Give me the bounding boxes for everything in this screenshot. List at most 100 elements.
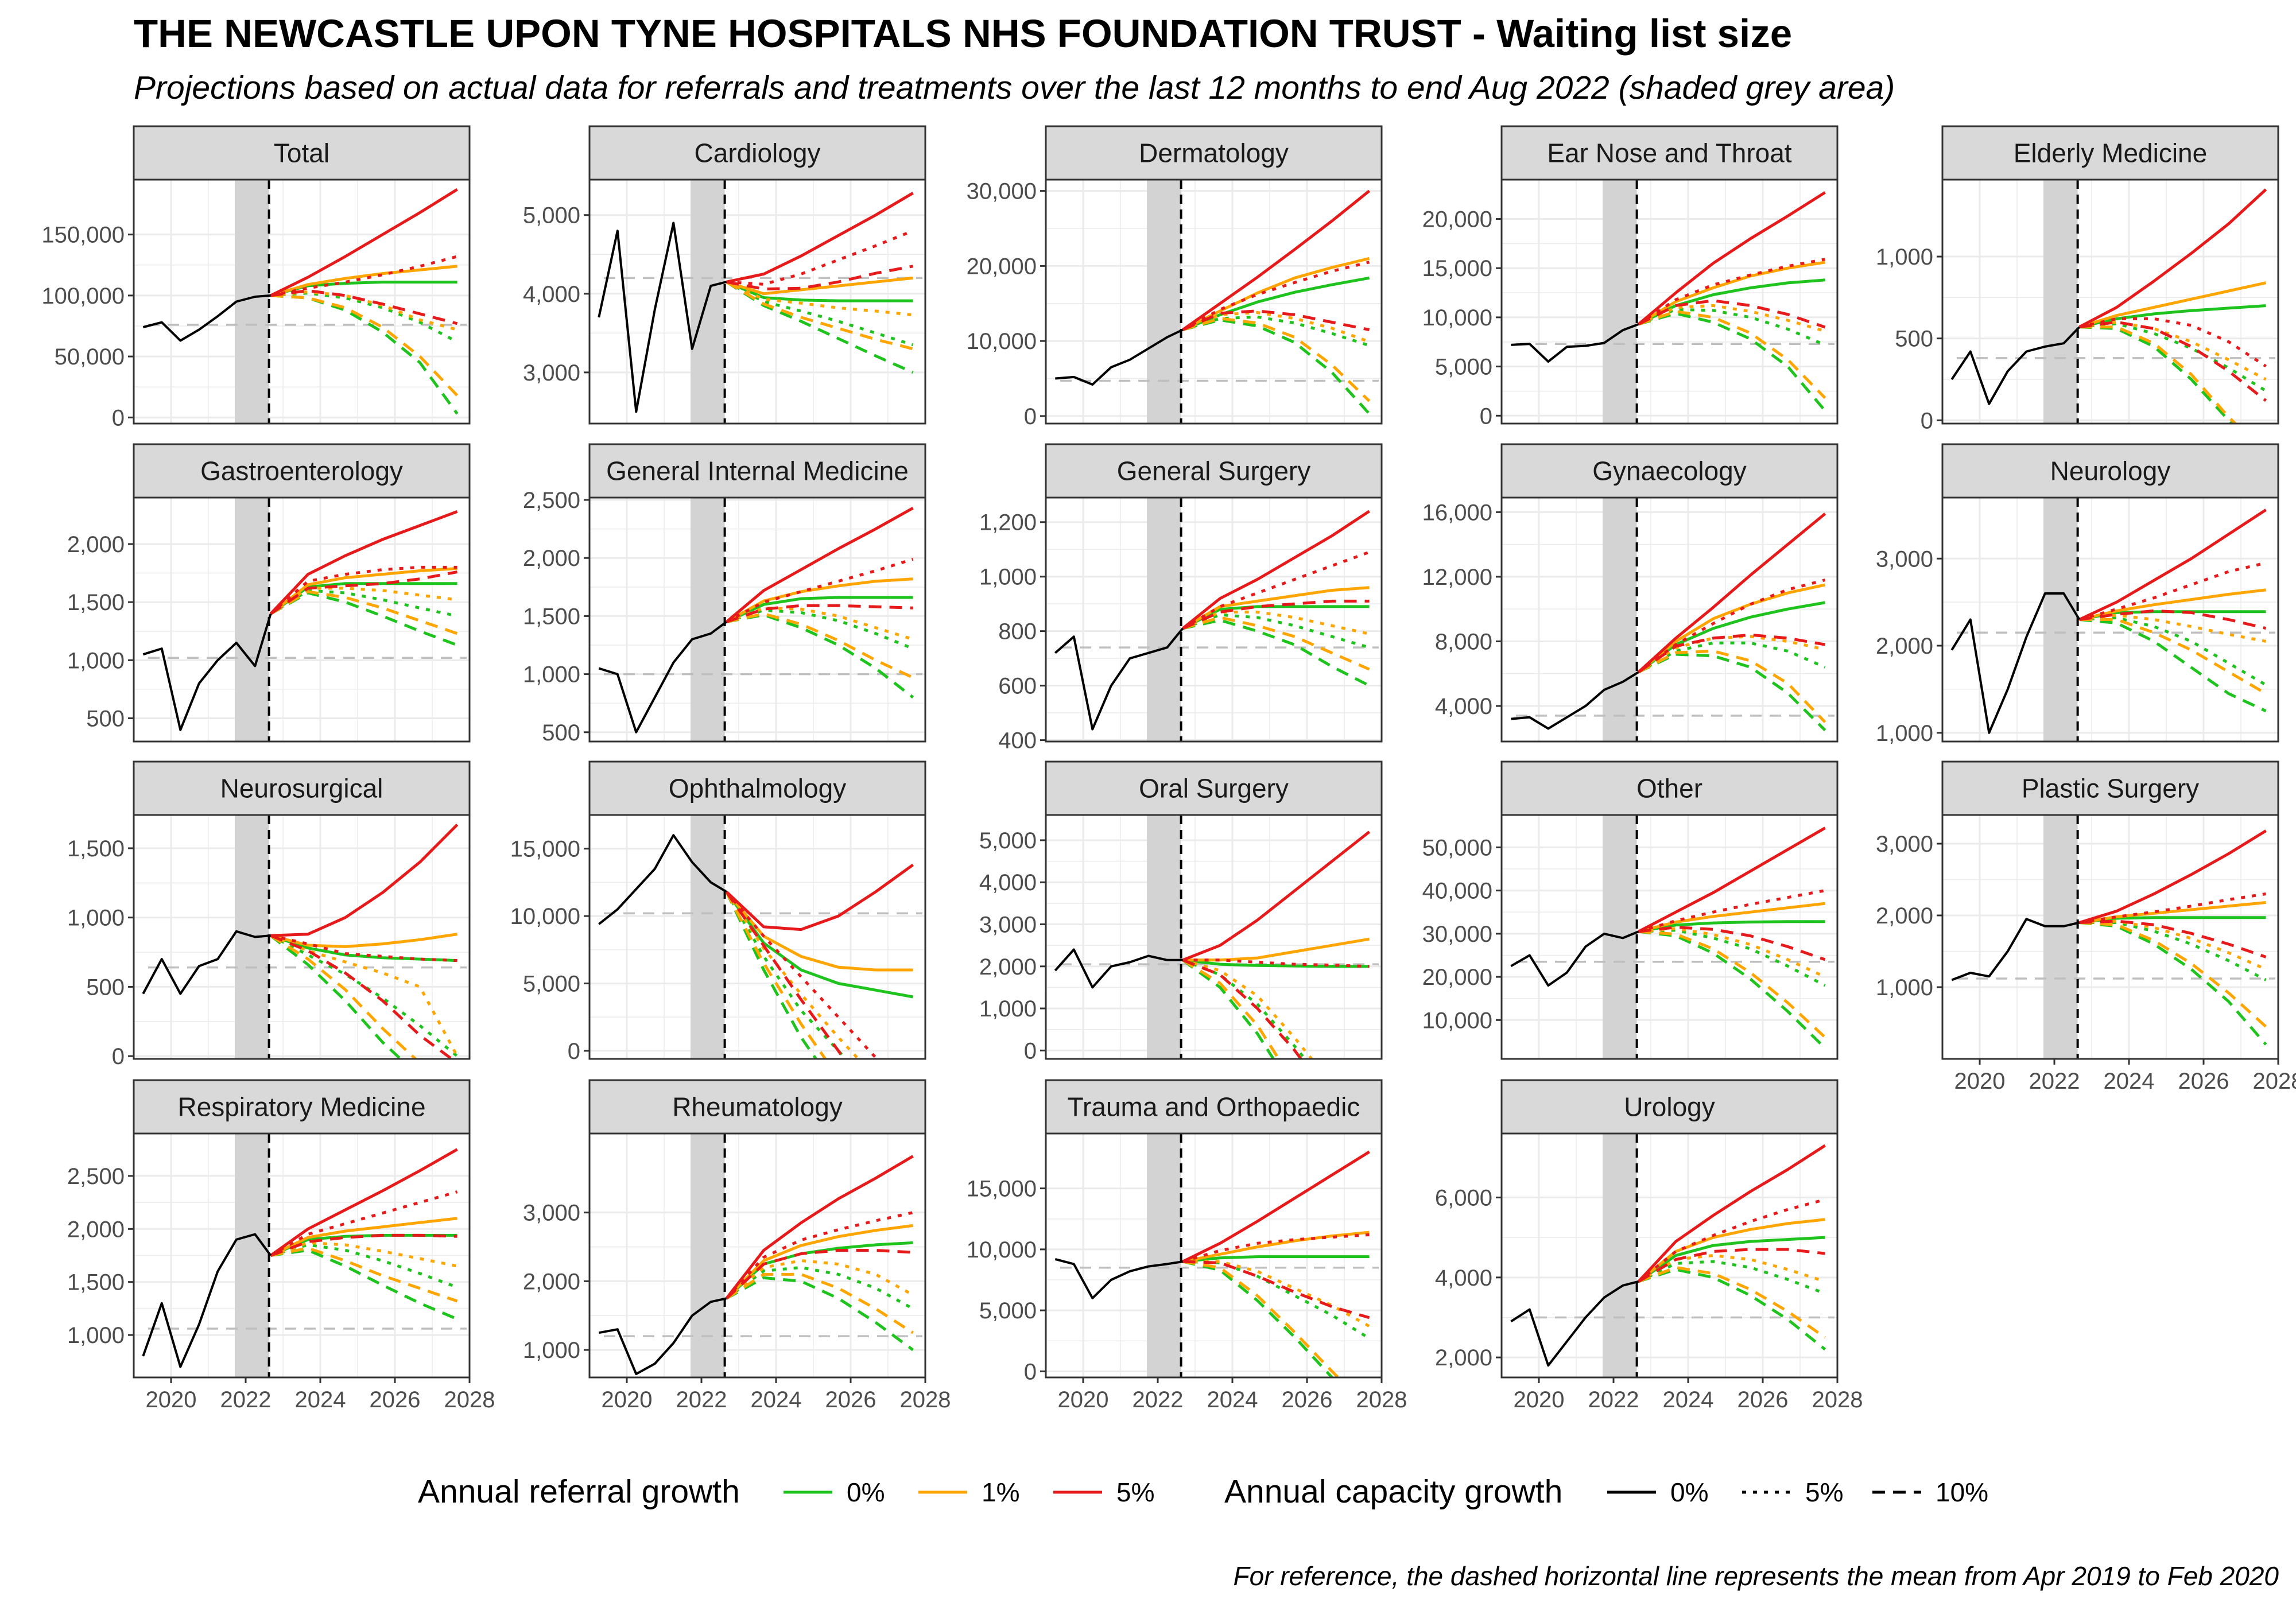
projection-line-referral-5pct-capacity-10pct [2079, 320, 2267, 402]
actual-waiting-list-line [598, 620, 727, 733]
panel-border [1500, 814, 1839, 1060]
facet-strip [1500, 443, 1839, 499]
y-tick-label: 4,000 [1435, 694, 1492, 719]
y-tick-label: 5,000 [523, 972, 580, 997]
legend-capacity-label: 10% [1936, 1477, 1988, 1507]
facet-label: Other [1636, 774, 1702, 804]
actual-waiting-list-line [1054, 948, 1183, 989]
panel-border [1045, 1132, 1383, 1379]
projection-line-referral-1pct-capacity-10pct [1638, 310, 1826, 399]
actual-waiting-list-line [1950, 326, 2081, 405]
projection-line-referral-5pct-capacity-10pct [726, 604, 913, 623]
panel-other: Other 10,000 20,000 30,000 40,000 50,000 [1422, 760, 1839, 1060]
y-tick-label: 10,000 [967, 329, 1037, 354]
actual-waiting-list-line [142, 294, 271, 342]
projection-line-referral-5pct-capacity-0pct [1637, 513, 1826, 673]
projection-line-referral-1pct-capacity-5pct [1638, 1254, 1826, 1283]
shaded-period [2043, 498, 2078, 742]
gridlines [589, 1134, 925, 1377]
y-tick-label: 0 [112, 405, 125, 430]
y-tick-label: 1,000 [67, 906, 125, 931]
projection-line-referral-5pct-capacity-0pct [726, 192, 914, 284]
y-tick-label: 0 [1921, 408, 1933, 433]
x-tick-label: 2020 [602, 1387, 653, 1412]
projection-line-referral-1pct-capacity-5pct [725, 891, 860, 1059]
y-tick-label: 500 [86, 707, 125, 732]
projection-line-referral-1pct-capacity-10pct [726, 612, 914, 679]
x-tick-label: 2026 [2178, 1069, 2229, 1094]
facet-strip [133, 443, 471, 499]
projection-line-referral-1pct-capacity-10pct [270, 590, 458, 635]
legend: Annual referral growth 0% 1% 5% Annual capac… [418, 1473, 1988, 1510]
y-tick-label: 0 [112, 1044, 125, 1069]
y-tick-label: 2,500 [523, 488, 580, 513]
shaded-period [2043, 180, 2078, 424]
projection-line-referral-1pct-capacity-10pct [1182, 958, 1281, 1059]
panel-border [1045, 178, 1383, 425]
y-tick-label: 5,000 [523, 203, 580, 228]
plot-content [1950, 498, 2275, 742]
projection-line-referral-5pct-capacity-10pct [726, 265, 914, 291]
projection-line-referral-5pct-capacity-5pct [726, 557, 914, 623]
legend-capacity-label: 5% [1805, 1477, 1843, 1507]
projection-line-referral-0pct-capacity-5pct [1638, 308, 1826, 347]
panel-general-surgery: General Surgery 400 600 800 1,000 1,200 [979, 443, 1383, 754]
projection-line-referral-5pct-capacity-0pct [725, 1155, 914, 1299]
y-tick-label: 10,000 [1422, 1008, 1492, 1033]
y-tick-label: 40,000 [1422, 879, 1492, 904]
y-tick-label: 0 [568, 1039, 580, 1064]
x-tick-label: 2028 [2253, 1069, 2296, 1094]
plot-content [1510, 815, 1835, 1059]
x-tick-label: 2022 [2029, 1069, 2080, 1094]
projection-line-referral-0pct-capacity-0pct [726, 596, 913, 623]
x-tick-label: 2028 [900, 1387, 951, 1412]
projection-line-referral-5pct-capacity-5pct [1182, 958, 1370, 968]
plot-content [598, 815, 922, 1059]
projection-line-referral-0pct-capacity-10pct [270, 591, 458, 647]
plot-content [1054, 815, 1379, 1059]
y-tick-label: 20,000 [1422, 965, 1492, 990]
x-tick-label: 2024 [1663, 1387, 1714, 1412]
facet-strip [1941, 443, 2279, 499]
projection-line-referral-0pct-capacity-10pct [1638, 653, 1826, 732]
y-tick-label: 30,000 [967, 179, 1037, 204]
y-tick-label: 1,000 [1876, 244, 1933, 270]
projection-line-referral-5pct-capacity-10pct [270, 1233, 457, 1257]
x-tick-label: 2026 [1282, 1387, 1333, 1412]
y-tick-label: 50,000 [1422, 835, 1492, 860]
shaded-period [691, 815, 725, 1059]
facet-label: Ear Nose and Throat [1547, 138, 1791, 168]
y-tick-label: 5,000 [979, 828, 1037, 853]
projection-line-referral-0pct-capacity-5pct [270, 589, 458, 618]
shaded-period [691, 1134, 725, 1377]
plot-content [142, 1134, 467, 1377]
projection-line-referral-5pct-capacity-0pct [269, 510, 458, 615]
shaded-period [1147, 1134, 1181, 1377]
projection-line-referral-0pct-capacity-0pct [1638, 1236, 1825, 1283]
facet-label: Rheumatology [672, 1092, 843, 1122]
facet-label: General Internal Medicine [606, 456, 909, 486]
y-tick-label: 1,200 [979, 510, 1037, 535]
panel-elderly-medicine: Elderly Medicine 0 500 1,000 [1876, 125, 2279, 433]
projection-line-referral-0pct-capacity-10pct [1182, 1260, 1335, 1377]
facet-label: Respiratory Medicine [177, 1092, 425, 1122]
projection-line-referral-5pct-capacity-10pct [270, 934, 455, 1059]
projection-line-referral-0pct-capacity-5pct [1638, 641, 1826, 674]
y-tick-label: 0 [1480, 403, 1492, 429]
y-tick-label: 20,000 [1422, 207, 1492, 232]
projection-line-referral-0pct-capacity-5pct [270, 934, 459, 1058]
projection-line-referral-0pct-capacity-10pct [726, 1276, 914, 1352]
projection-line-referral-0pct-capacity-5pct [1182, 958, 1307, 1059]
y-tick-label: 1,500 [523, 604, 580, 629]
projection-line-referral-5pct-capacity-0pct [1182, 1150, 1370, 1263]
actual-waiting-list-line [1510, 1280, 1639, 1367]
panel-border [133, 496, 471, 743]
y-tick-label: 6,000 [1435, 1185, 1492, 1210]
panel-neurology: Neurology 1,000 2,000 3,000 [1876, 443, 2279, 746]
projection-line-referral-1pct-capacity-0pct [270, 933, 457, 948]
projection-line-referral-5pct-capacity-10pct [2079, 609, 2267, 630]
projection-line-referral-1pct-capacity-5pct [726, 280, 913, 317]
plot-content [1510, 1134, 1835, 1377]
shaded-period [1147, 498, 1181, 742]
